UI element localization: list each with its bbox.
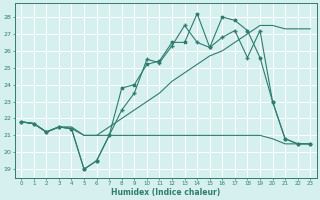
X-axis label: Humidex (Indice chaleur): Humidex (Indice chaleur) — [111, 188, 220, 197]
